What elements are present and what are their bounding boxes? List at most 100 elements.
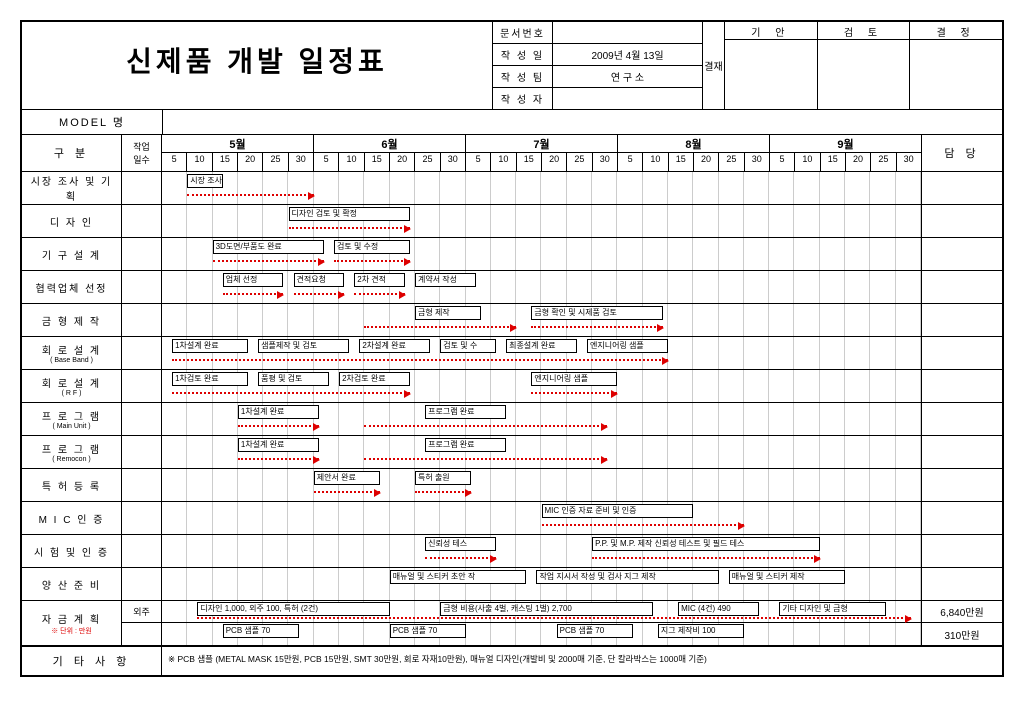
approval-col: 결 정 [910,22,1002,109]
row-owner: 310만원 [922,623,1002,645]
progress-arrow [592,557,820,559]
day-tick: 10 [795,153,820,171]
task-box: 금형 비용(사출 4벌, 캐스팅 1벌) 2,700 [440,602,653,616]
timeline: 업체 선정견적요청2차 견적계약서 작성 [162,271,922,303]
gantt-row: 회 로 설 계( Base Band ) 1차설계 완료샘플제작 및 검토2차설계… [22,337,1002,370]
gantt-row: M I C 인 증 MIC 인증 자료 준비 및 인증 [22,502,1002,535]
row-days [122,271,162,303]
task-box: 제안서 완료 [314,471,380,485]
day-tick: 25 [567,153,592,171]
row-owner: 6,840만원 [922,601,1002,622]
row-owner [922,172,1002,204]
row-label: 회 로 설 계( Base Band ) [22,337,122,369]
approval-head: 기 안 [725,22,817,40]
day-tick: 5 [314,153,339,171]
approval-head: 검 토 [818,22,910,40]
row-label: M I C 인 증 [22,502,122,534]
row-label: 프 로 그 램( Remocon ) [22,436,122,468]
gantt-row: 디 자 인디자인 검토 및 확정 [22,205,1002,238]
row-label: 기 구 설 계 [22,238,122,270]
row-owner [922,535,1002,567]
task-box: 디자인 검토 및 확정 [289,207,410,221]
row-owner [922,469,1002,501]
task-box: 검토 및 수정 [334,240,410,254]
task-box: 신뢰성 테스 [425,537,496,551]
row-owner [922,205,1002,237]
row-label: 특 허 등 록 [22,469,122,501]
progress-arrow [197,617,910,619]
row-label: 협력업체 선정 [22,271,122,303]
day-tick: 20 [846,153,871,171]
date-value: 2009년 4월 13일 [553,44,702,65]
month-header: 7월 [466,135,618,152]
row-label: 시 험 및 인 증 [22,535,122,567]
row-days [122,238,162,270]
day-tick: 30 [745,153,770,171]
gantt-row: 시 험 및 인 증 신뢰성 테스P.P. 및 M.P. 제작 신뢰성 테스트 및 … [22,535,1002,568]
category-header: 구 분 [22,135,121,171]
team-label: 작 성 팀 [493,66,553,87]
progress-arrow [531,326,663,328]
header: 신제품 개발 일정표 문서번호 작 성 일2009년 4월 13일 작 성 팀연… [22,22,1002,110]
row-days [122,403,162,435]
footer-label: 기 타 사 항 [22,647,162,675]
timeline: 1차설계 완료샘플제작 및 검토2차설계 완료검토 및 수최종설계 완료엔지니어… [162,337,922,369]
progress-arrow [364,425,607,427]
timeline: 금형 제작금형 확인 및 시제품 검토 [162,304,922,336]
page-title: 신제품 개발 일정표 [22,22,492,109]
row-owner [922,271,1002,303]
task-box: 검토 및 수 [440,339,496,353]
progress-arrow [425,557,496,559]
day-tick: 25 [719,153,744,171]
task-box: 지그 제작비 100 [658,624,744,638]
team-value: 연 구 소 [553,66,702,87]
day-tick: 5 [770,153,795,171]
row-owner [922,436,1002,468]
day-tick: 30 [289,153,314,171]
day-tick: 25 [415,153,440,171]
task-box: 계약서 작성 [415,273,476,287]
task-box: 금형 확인 및 시제품 검토 [531,306,663,320]
author-label: 작 성 자 [493,88,553,109]
task-box: MIC 인증 자료 준비 및 인증 [542,504,694,518]
row-days [122,502,162,534]
progress-arrow [294,293,345,295]
footer: 기 타 사 항 ※ PCB 샘플 (METAL MASK 15만원, PCB 1… [22,646,1002,675]
gantt-row: 회 로 설 계( R F )1차검토 완료품평 및 검토2차검토 완료엔지니어링… [22,370,1002,403]
day-tick: 25 [871,153,896,171]
task-box: 3D도면/부품도 완료 [213,240,324,254]
model-label: MODEL 명 [22,110,162,134]
day-tick: 10 [187,153,212,171]
task-box: 매뉴얼 및 스티커 초안 작 [390,570,527,584]
timeline: 디자인 1,000, 외주 100, 특허 (2건)금형 비용(사출 4벌, 캐… [162,601,922,622]
progress-arrow [364,458,607,460]
day-tick: 20 [542,153,567,171]
timeline: 신뢰성 테스P.P. 및 M.P. 제작 신뢰성 테스트 및 필드 테스 [162,535,922,567]
progress-arrow [238,458,319,460]
timeline: PCB 샘플 70PCB 샘플 70PCB 샘플 70지그 제작비 100 [162,623,922,645]
task-box: 엔지니어링 샘플 [531,372,617,386]
row-label: 양 산 준 비 [22,568,122,600]
row-days [122,172,162,204]
timeline: 제안서 완료특허 출원 [162,469,922,501]
progress-arrow [213,260,324,262]
docnum-label: 문서번호 [493,22,553,43]
timeline: 시장 조사 [162,172,922,204]
approval-body [818,40,910,109]
month-header: 5월 [162,135,314,152]
days-header: 작업 일수 [122,135,161,171]
row-days [122,337,162,369]
progress-arrow [238,425,319,427]
row-days [122,535,162,567]
row-days [122,436,162,468]
footer-text: ※ PCB 샘플 (METAL MASK 15만원, PCB 15만원, SMT… [162,647,1002,675]
task-box: 견적요청 [294,273,345,287]
model-row: MODEL 명 [22,110,1002,135]
task-box: 매뉴얼 및 스티커 제작 [729,570,845,584]
task-box: 업체 선정 [223,273,284,287]
task-box: 2차검토 완료 [339,372,410,386]
task-box: 1차설계 완료 [238,405,319,419]
gantt-row: 시장 조사 및 기획시장 조사 [22,172,1002,205]
docnum-value [553,22,702,43]
day-tick: 15 [517,153,542,171]
